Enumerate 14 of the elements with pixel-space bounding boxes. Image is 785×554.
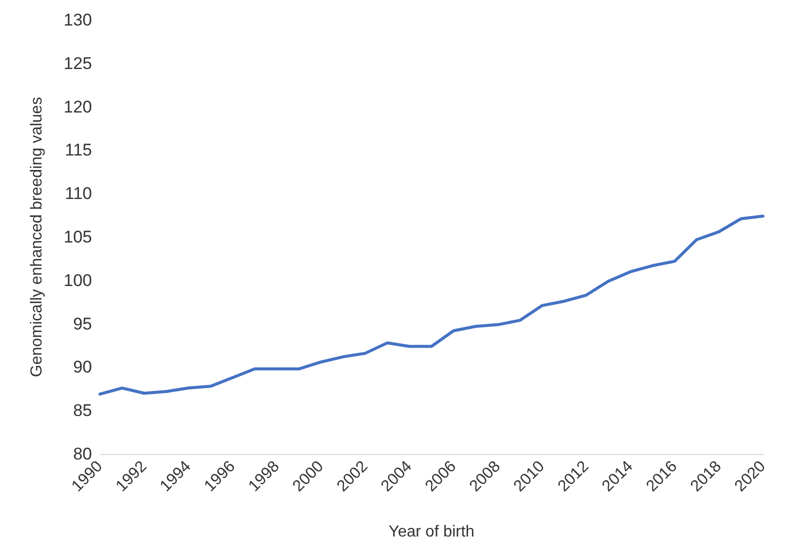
y-tick-label: 105 <box>64 228 92 246</box>
y-tick-label: 110 <box>64 184 92 204</box>
y-tick-label: 120 <box>64 97 92 116</box>
y-tick-label: 100 <box>64 270 92 290</box>
y-tick-label: 115 <box>64 140 92 160</box>
y-tick-label: 130 <box>64 10 92 30</box>
line-series <box>98 214 764 396</box>
y-tick-label: 90 <box>73 358 92 377</box>
y-tick-label: 125 <box>64 54 92 73</box>
x-axis-title: Year of birth <box>388 524 474 540</box>
y-tick-label: 95 <box>73 314 92 334</box>
y-tick-label: 85 <box>73 401 92 420</box>
y-tick-label: 80 <box>73 444 92 464</box>
y-axis-title: Genomically enhanced breeding values <box>28 96 46 378</box>
